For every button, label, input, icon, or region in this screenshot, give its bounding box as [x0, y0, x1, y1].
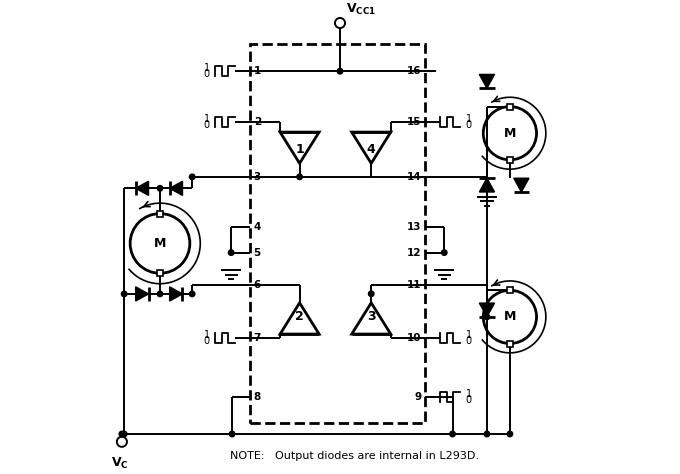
Text: NOTE:   Output diodes are internal in L293D.: NOTE: Output diodes are internal in L293… [230, 451, 479, 461]
Text: 13: 13 [407, 222, 422, 232]
Circle shape [122, 291, 127, 297]
Text: 1: 1 [466, 114, 472, 124]
Text: 3: 3 [254, 172, 261, 182]
Text: 3: 3 [367, 310, 375, 323]
Polygon shape [479, 74, 494, 88]
Text: 15: 15 [407, 117, 422, 127]
Text: 1: 1 [295, 143, 304, 156]
Circle shape [449, 431, 455, 437]
Bar [250, 44, 425, 422]
Bar [157, 210, 163, 217]
Circle shape [190, 174, 195, 180]
Bar [157, 270, 163, 276]
Polygon shape [169, 181, 182, 195]
Text: 0: 0 [204, 120, 210, 130]
Text: 7: 7 [254, 333, 261, 343]
Polygon shape [479, 178, 494, 192]
Circle shape [229, 431, 235, 437]
Circle shape [157, 185, 163, 191]
Text: $\mathbf{V_C}$: $\mathbf{V_C}$ [111, 456, 129, 471]
Text: 1: 1 [204, 63, 210, 73]
Text: 0: 0 [204, 69, 210, 79]
Text: 11: 11 [407, 280, 422, 290]
Circle shape [507, 431, 513, 437]
Polygon shape [169, 287, 182, 301]
Text: M: M [504, 127, 516, 140]
Circle shape [441, 250, 447, 255]
Text: 5: 5 [254, 247, 261, 257]
Text: 2: 2 [254, 117, 261, 127]
Text: 9: 9 [415, 392, 422, 402]
Text: 10: 10 [407, 333, 422, 343]
Bar [507, 287, 513, 293]
Text: 8: 8 [254, 392, 261, 402]
Circle shape [297, 174, 303, 180]
Text: 6: 6 [254, 280, 261, 290]
Bar [507, 104, 513, 109]
Text: 2: 2 [295, 310, 304, 323]
Circle shape [190, 291, 195, 297]
Text: M: M [154, 237, 166, 250]
Text: 1: 1 [204, 329, 210, 339]
Circle shape [157, 291, 163, 297]
Text: 16: 16 [407, 66, 422, 76]
Bar [507, 340, 513, 346]
Circle shape [484, 314, 490, 319]
Circle shape [119, 431, 124, 437]
Text: 0: 0 [466, 336, 472, 346]
Text: 0: 0 [466, 120, 472, 130]
Bar [507, 157, 513, 163]
Polygon shape [479, 303, 494, 317]
Text: 12: 12 [407, 247, 422, 257]
Text: 0: 0 [204, 336, 210, 346]
Text: 1: 1 [466, 389, 472, 399]
Text: 14: 14 [407, 172, 422, 182]
Polygon shape [135, 287, 148, 301]
Polygon shape [135, 181, 148, 195]
Circle shape [484, 431, 490, 437]
Text: M: M [504, 310, 516, 323]
Text: 4: 4 [254, 222, 261, 232]
Text: 4: 4 [367, 143, 375, 156]
Polygon shape [514, 178, 529, 192]
Circle shape [337, 68, 343, 74]
Text: 1: 1 [466, 329, 472, 339]
Circle shape [122, 431, 127, 437]
Text: 0: 0 [466, 395, 472, 405]
Circle shape [369, 291, 374, 297]
Text: $\mathbf{V_{CC1}}$: $\mathbf{V_{CC1}}$ [345, 2, 375, 18]
Text: 1: 1 [254, 66, 261, 76]
Circle shape [228, 250, 234, 255]
Text: 1: 1 [204, 114, 210, 124]
